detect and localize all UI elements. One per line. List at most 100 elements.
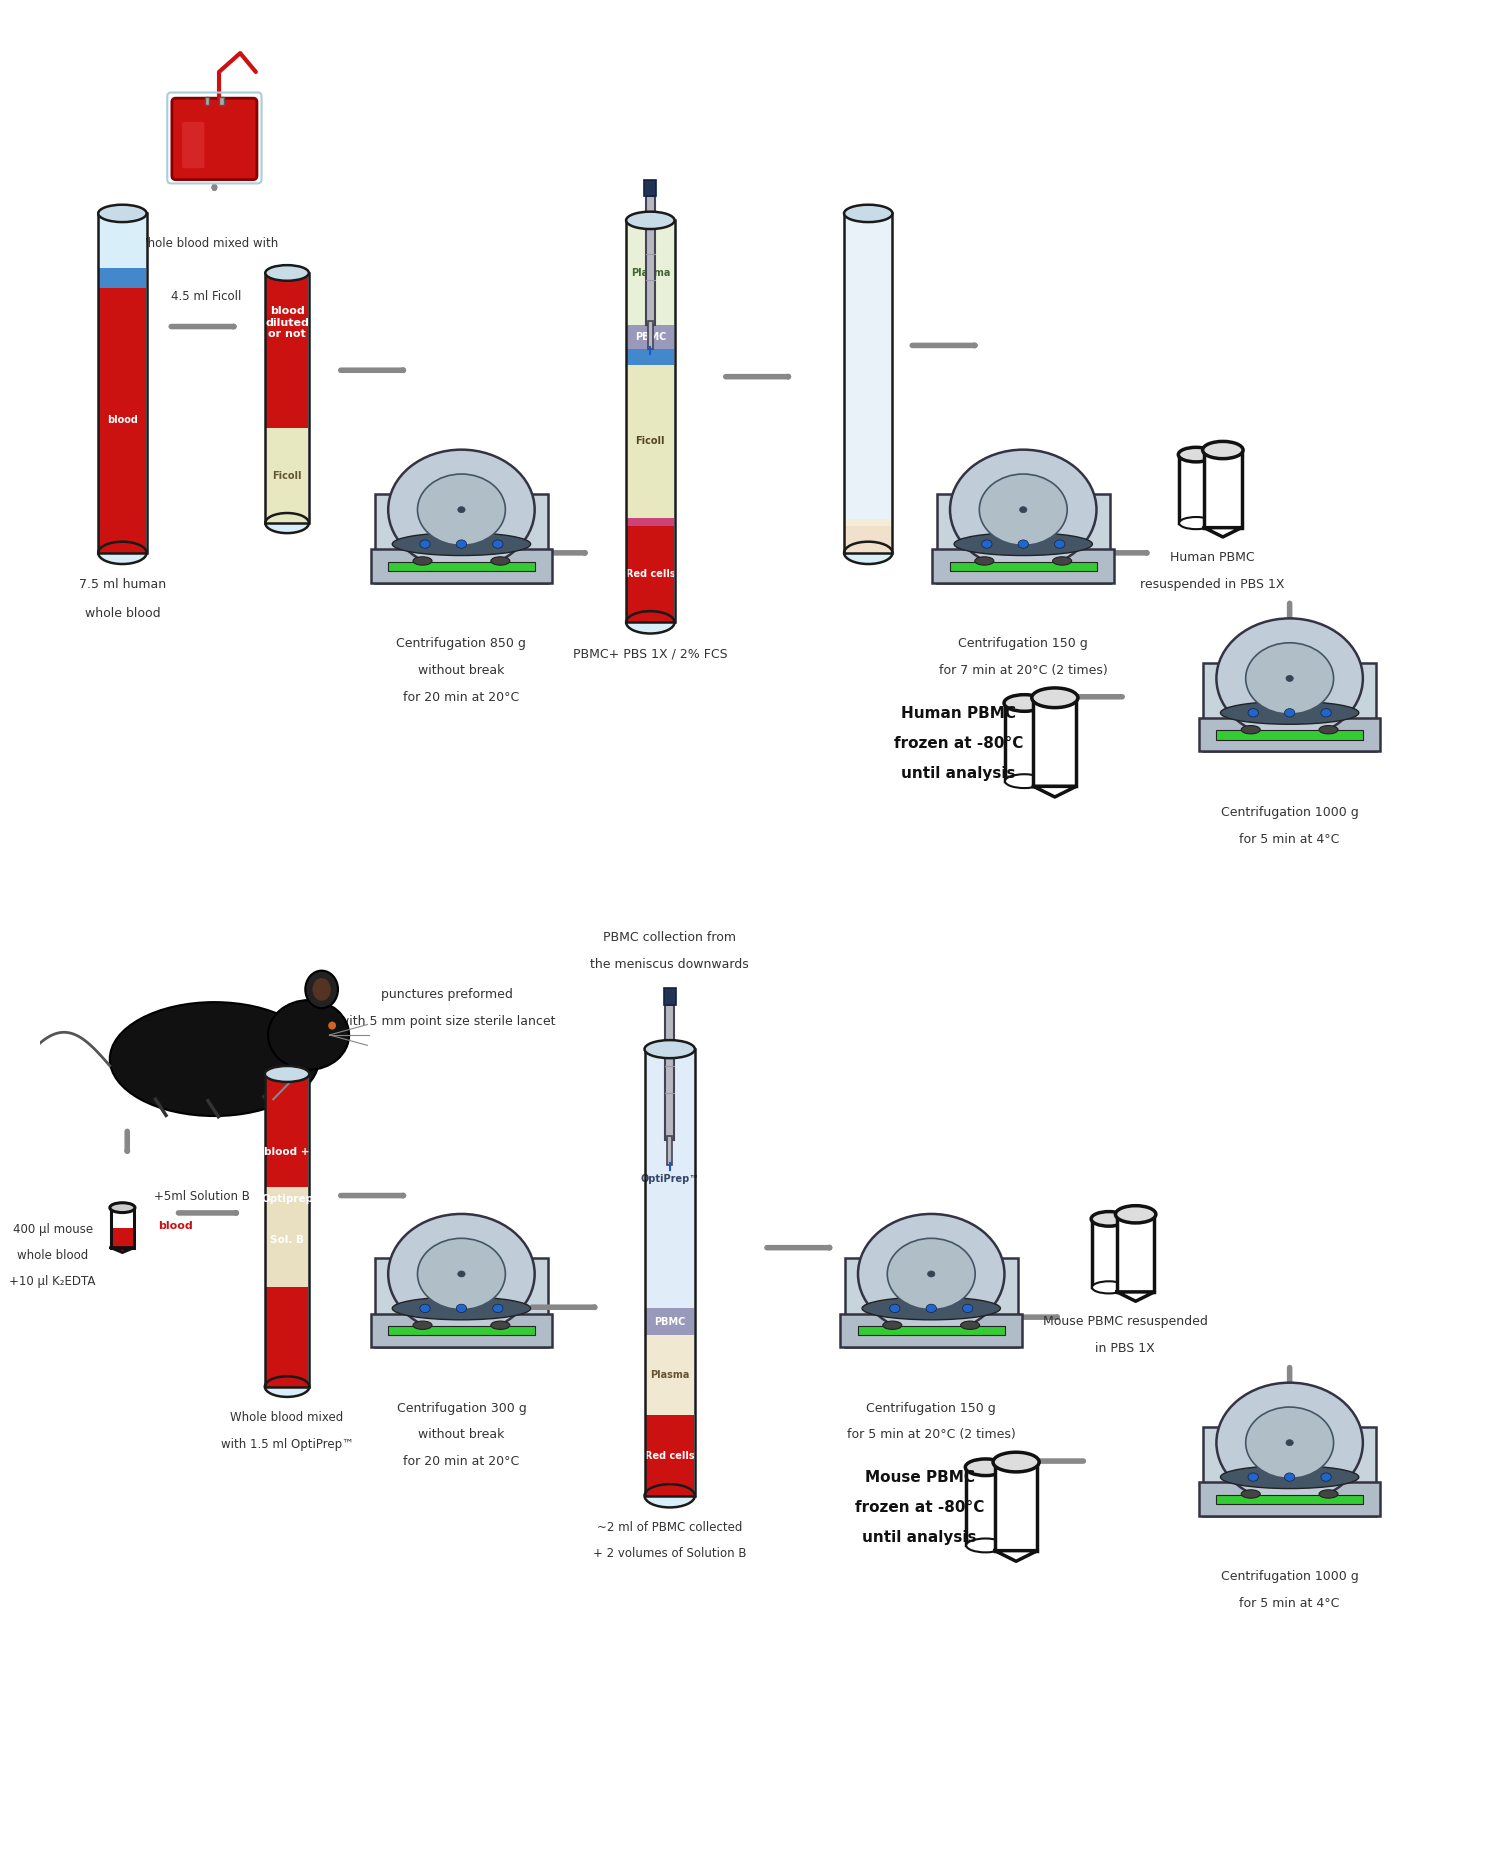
Polygon shape bbox=[1034, 787, 1076, 797]
Text: blood: blood bbox=[106, 415, 138, 426]
Text: PBMC+ PBS 1X / 2% FCS: PBMC+ PBS 1X / 2% FCS bbox=[573, 647, 728, 660]
Text: Plasma: Plasma bbox=[650, 1371, 690, 1380]
Ellipse shape bbox=[1204, 443, 1242, 458]
Ellipse shape bbox=[1322, 1474, 1330, 1481]
Text: whole blood: whole blood bbox=[84, 608, 160, 621]
Ellipse shape bbox=[1322, 709, 1330, 716]
Bar bbox=[1203, 1427, 1376, 1517]
Ellipse shape bbox=[645, 1040, 694, 1058]
FancyBboxPatch shape bbox=[172, 97, 256, 180]
Ellipse shape bbox=[1284, 709, 1294, 716]
Bar bbox=[1005, 703, 1044, 782]
Bar bbox=[627, 518, 674, 525]
Text: Whole blood mixed with: Whole blood mixed with bbox=[135, 237, 278, 251]
Ellipse shape bbox=[645, 1485, 694, 1507]
Ellipse shape bbox=[926, 1303, 936, 1313]
Ellipse shape bbox=[890, 1303, 900, 1313]
Ellipse shape bbox=[1248, 1474, 1258, 1481]
Ellipse shape bbox=[993, 1453, 1039, 1472]
Bar bbox=[99, 267, 146, 288]
Bar bbox=[666, 1004, 674, 1141]
Ellipse shape bbox=[1118, 1206, 1155, 1221]
Bar bbox=[266, 273, 309, 524]
Text: + 2 volumes of Solution B: + 2 volumes of Solution B bbox=[592, 1546, 747, 1560]
Text: Centrifugation 1000 g: Centrifugation 1000 g bbox=[1221, 1571, 1359, 1584]
Bar bbox=[1198, 718, 1380, 752]
Text: 4.5 ml Ficoll: 4.5 ml Ficoll bbox=[171, 290, 242, 303]
Ellipse shape bbox=[1179, 516, 1214, 529]
Bar bbox=[844, 525, 891, 554]
Bar bbox=[627, 221, 674, 325]
Bar bbox=[844, 213, 892, 554]
Bar bbox=[627, 525, 674, 623]
Polygon shape bbox=[994, 1550, 1038, 1561]
Polygon shape bbox=[1204, 527, 1240, 533]
Ellipse shape bbox=[966, 1459, 1006, 1475]
Bar bbox=[375, 1259, 548, 1346]
Text: Centrifugation 300 g: Centrifugation 300 g bbox=[396, 1401, 526, 1414]
Ellipse shape bbox=[980, 473, 1066, 546]
Ellipse shape bbox=[994, 1453, 1038, 1470]
Text: blood: blood bbox=[159, 1221, 194, 1230]
Ellipse shape bbox=[1005, 696, 1044, 711]
Ellipse shape bbox=[844, 204, 892, 223]
Text: PBMC: PBMC bbox=[634, 333, 666, 342]
Text: frozen at -80°C: frozen at -80°C bbox=[894, 737, 1023, 752]
Ellipse shape bbox=[1116, 1206, 1156, 1223]
Ellipse shape bbox=[960, 1320, 980, 1330]
Ellipse shape bbox=[1318, 1490, 1338, 1498]
Bar bbox=[370, 550, 552, 583]
Ellipse shape bbox=[458, 507, 465, 512]
Ellipse shape bbox=[1032, 688, 1078, 707]
Ellipse shape bbox=[963, 1303, 974, 1313]
Ellipse shape bbox=[1240, 726, 1260, 733]
Bar bbox=[933, 550, 1114, 583]
Text: with 1.5 ml OptiPrep™: with 1.5 ml OptiPrep™ bbox=[220, 1438, 354, 1451]
Bar bbox=[112, 1229, 134, 1247]
Text: punctures preformed: punctures preformed bbox=[381, 987, 513, 1000]
Text: Optiprep: Optiprep bbox=[261, 1195, 314, 1204]
Ellipse shape bbox=[1179, 447, 1214, 462]
Bar bbox=[375, 494, 548, 583]
Bar bbox=[668, 1137, 672, 1165]
Text: +10 µl K₂EDTA: +10 µl K₂EDTA bbox=[9, 1275, 96, 1288]
Text: Whole blood mixed: Whole blood mixed bbox=[231, 1412, 344, 1425]
Polygon shape bbox=[112, 1247, 134, 1251]
Bar bbox=[1179, 454, 1214, 524]
Bar bbox=[1034, 698, 1076, 787]
Ellipse shape bbox=[1020, 507, 1028, 512]
Bar bbox=[648, 322, 652, 350]
Bar bbox=[844, 1259, 1017, 1346]
Text: Red cells: Red cells bbox=[645, 1451, 694, 1460]
Text: without break: without break bbox=[419, 664, 504, 677]
Ellipse shape bbox=[1053, 557, 1071, 565]
Text: for 7 min at 20°C (2 times): for 7 min at 20°C (2 times) bbox=[939, 664, 1107, 677]
Ellipse shape bbox=[1203, 441, 1243, 458]
Bar bbox=[266, 1073, 309, 1388]
Polygon shape bbox=[1204, 527, 1242, 537]
Text: Red cells: Red cells bbox=[626, 568, 675, 580]
Bar bbox=[1203, 662, 1376, 752]
Ellipse shape bbox=[927, 1272, 934, 1277]
Ellipse shape bbox=[98, 204, 147, 223]
Bar bbox=[1204, 451, 1242, 527]
Text: until analysis: until analysis bbox=[862, 1530, 976, 1545]
Text: blood
diluted
or not: blood diluted or not bbox=[266, 307, 309, 338]
Bar bbox=[98, 213, 147, 554]
Ellipse shape bbox=[456, 540, 466, 548]
Ellipse shape bbox=[1216, 1382, 1364, 1503]
Polygon shape bbox=[996, 1550, 1036, 1558]
Text: with 5 mm point size sterile lancet: with 5 mm point size sterile lancet bbox=[339, 1015, 555, 1028]
Bar bbox=[645, 1416, 694, 1496]
Ellipse shape bbox=[1240, 1490, 1260, 1498]
Text: in PBS 1X: in PBS 1X bbox=[1095, 1343, 1155, 1356]
Ellipse shape bbox=[1092, 1281, 1126, 1294]
Ellipse shape bbox=[1090, 1212, 1126, 1227]
Ellipse shape bbox=[417, 473, 506, 546]
Bar bbox=[111, 1208, 134, 1247]
Bar bbox=[388, 1326, 536, 1335]
Bar bbox=[950, 561, 1096, 570]
Ellipse shape bbox=[413, 557, 432, 565]
Ellipse shape bbox=[111, 1204, 134, 1212]
Bar bbox=[370, 1313, 552, 1346]
